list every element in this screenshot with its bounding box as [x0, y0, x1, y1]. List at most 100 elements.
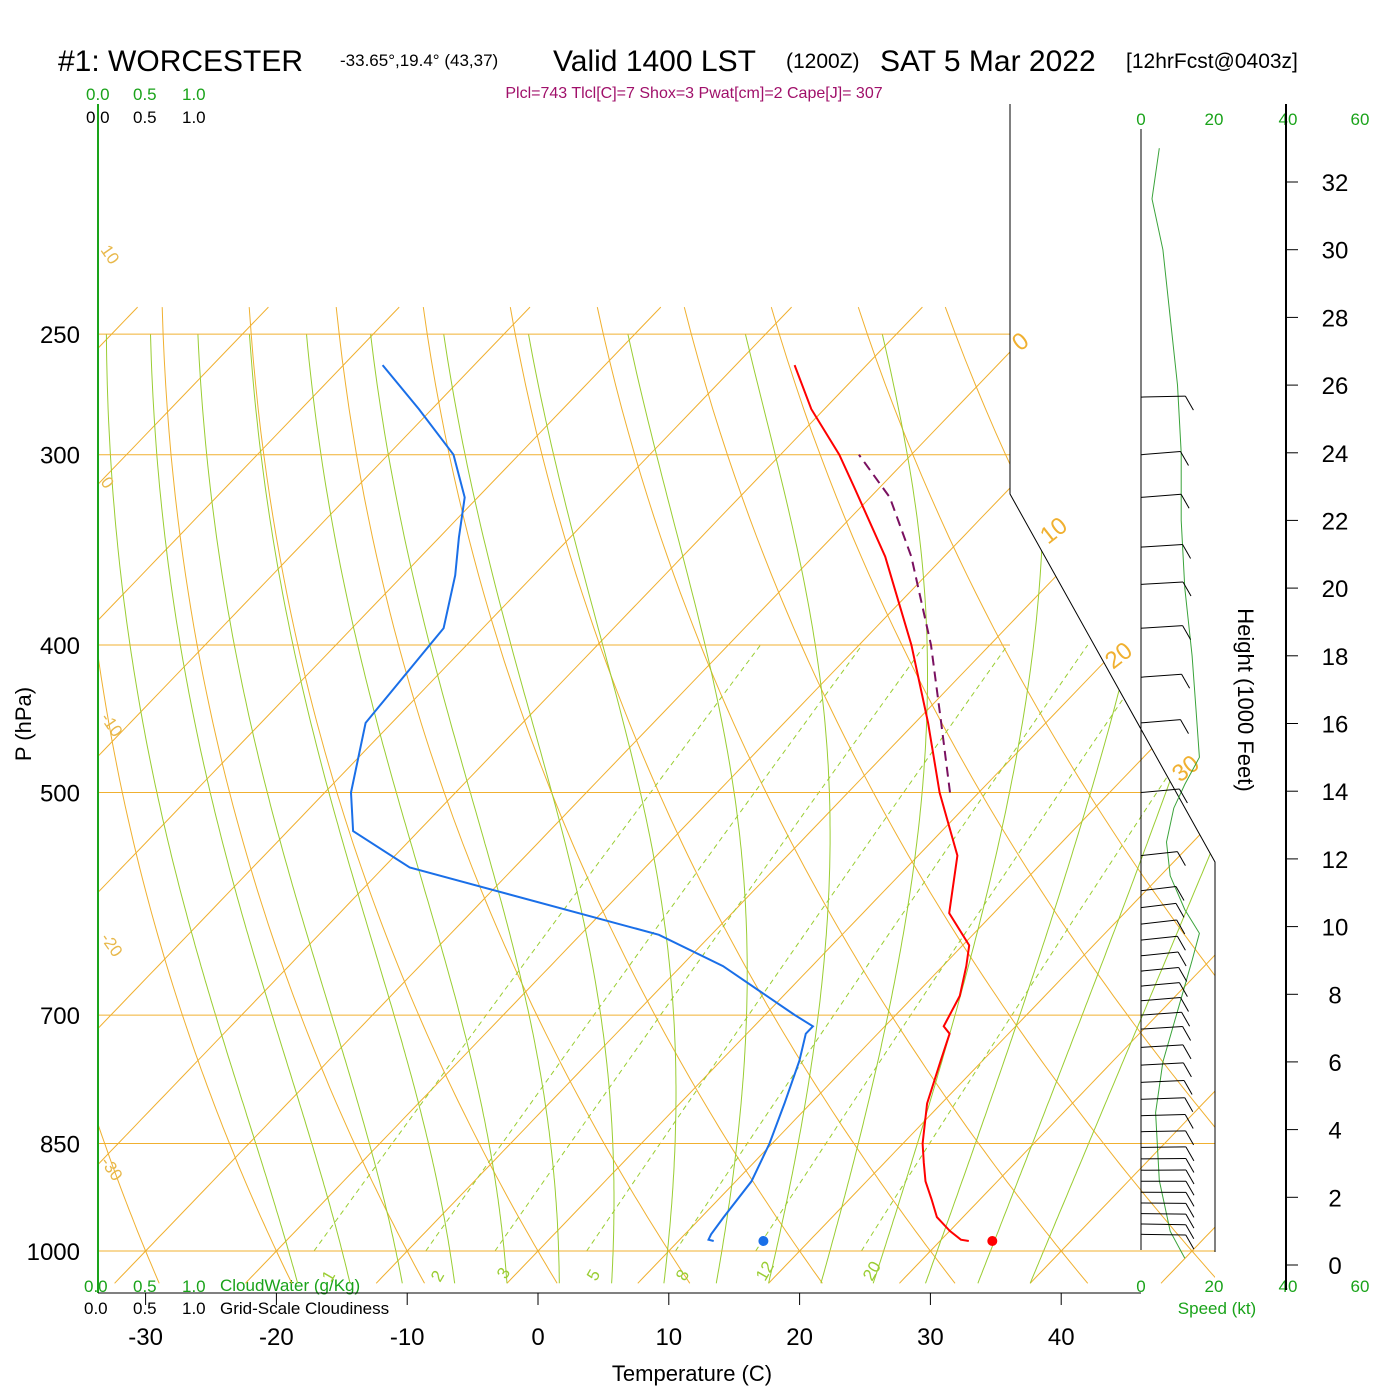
wind-barb-staff [1140, 851, 1178, 857]
x-tick-label: 40 [1048, 1324, 1075, 1351]
wind-barb [1140, 886, 1185, 901]
wind-barb-staff [1140, 1044, 1184, 1048]
dry-adiabat-line [98, 307, 293, 1284]
wind-barb-flag [1175, 903, 1185, 918]
height-tick-label: 4 [1328, 1118, 1341, 1145]
height-tick-label: 12 [1322, 847, 1349, 874]
bottom-scale-green-2: 1.0 [182, 1277, 206, 1296]
dewpoint-profile [349, 364, 815, 1242]
moist-adiabat-line [197, 334, 403, 1284]
moist-adiabat-line [150, 334, 351, 1284]
isotherm-label: -30 [97, 1153, 127, 1184]
wind-barb [1140, 395, 1194, 411]
wind-top-tick-2: 40 [1279, 110, 1298, 129]
isotherm-line [98, 306, 923, 1284]
mixing-ratio-label: 20 [859, 1258, 885, 1284]
wind-barb-staff [1140, 886, 1177, 892]
top-scale-green-0: 0.0 [86, 85, 110, 104]
wind-barb [1140, 788, 1188, 804]
isotherm-line [899, 306, 1215, 1284]
dry-adiabat-line [1205, 306, 1215, 1284]
wind-barb [1140, 1026, 1192, 1041]
wind-bottom-tick-3: 60 [1351, 1277, 1370, 1296]
mixing-ratio-line [425, 644, 863, 1252]
wind-barb [1140, 1213, 1195, 1229]
wind-barb-flag [1185, 1192, 1195, 1207]
wind-barb-staff [1140, 1062, 1184, 1066]
wind-barb-flag [1175, 886, 1185, 901]
wind-barb-flag [1182, 625, 1192, 640]
wind-barb-staff [1140, 451, 1181, 456]
dry-adiabat-line [248, 307, 558, 1284]
moist-adiabat-line [370, 334, 560, 1284]
wind-barb [1140, 1202, 1195, 1218]
wind-barb [1140, 1044, 1192, 1060]
wind-barb [1140, 1114, 1194, 1129]
wind-barb [1140, 1097, 1194, 1112]
wind-barb [1140, 719, 1189, 734]
wind-barb-staff [1140, 673, 1182, 678]
wind-barb-staff [1140, 902, 1177, 909]
wind-barb-staff [1140, 493, 1182, 498]
surface-dewpoint-marker [758, 1236, 769, 1246]
x-axis-label: Temperature (C) [612, 1361, 772, 1386]
isotherm-line [637, 306, 1215, 1284]
wind-barb-flag [1185, 1158, 1195, 1173]
wind-barb-staff [1140, 719, 1181, 724]
pressure-tick-label: 850 [40, 1132, 80, 1159]
isotherm-label: -10 [97, 709, 127, 740]
wind-speed-label: Speed (kt) [1178, 1299, 1256, 1318]
wind-bottom-tick-1: 20 [1205, 1277, 1224, 1296]
wind-barb-staff [1140, 935, 1178, 941]
pressure-tick-label: 700 [40, 1003, 80, 1030]
y-axis-label: P (hPa) [11, 687, 36, 761]
mixing-ratio-line [494, 644, 926, 1252]
moist-adiabat-line [977, 333, 1215, 1284]
surface-temperature-marker [987, 1236, 998, 1246]
wind-top-tick-3: 60 [1351, 110, 1370, 129]
wind-barb [1140, 1080, 1193, 1095]
wind-barb [1140, 673, 1191, 689]
pressure-tick-label: 250 [40, 322, 80, 349]
mixing-ratio-line [755, 644, 1161, 1252]
wind-barb-flag [1185, 1146, 1195, 1162]
moist-adiabat-line [306, 334, 508, 1284]
wind-barb-flag [1178, 967, 1188, 982]
wind-barb-staff [1140, 1114, 1186, 1117]
wind-barb-flag [1176, 919, 1186, 935]
wind-top-tick-0: 0 [1136, 110, 1145, 129]
wind-barb-flag [1185, 1181, 1195, 1196]
temperature-profile [793, 364, 971, 1242]
x-tick-label: -10 [390, 1324, 425, 1351]
wind-barb-staff [1140, 544, 1183, 548]
station-title: #1: WORCESTER [58, 45, 303, 78]
height-tick-label: 22 [1322, 508, 1349, 535]
mixing-ratio-label: 2 [427, 1267, 448, 1285]
wind-barb-flag [1183, 1080, 1193, 1095]
wind-speed-profile [1151, 148, 1200, 1259]
moist-adiabat-line [443, 334, 615, 1284]
top-scale-green-2: 1.0 [182, 85, 206, 104]
cloudwater-label: CloudWater (g/Kg) [220, 1276, 360, 1295]
moist-adiabat-line [872, 334, 1044, 1284]
dry-adiabat-line [857, 306, 1215, 1284]
wind-barb-staff [1140, 1146, 1186, 1148]
wind-barb-flag [1182, 1062, 1192, 1078]
wind-barb-staff [1140, 1026, 1183, 1030]
height-tick-label: 24 [1322, 441, 1349, 468]
wind-barb-flag [1176, 935, 1186, 951]
height-tick-label: 16 [1322, 712, 1349, 739]
wind-barb-staff [1140, 625, 1183, 629]
wind-barb-staff [1140, 997, 1181, 1002]
isotherm-label: 10 [97, 241, 123, 267]
wind-barb [1140, 902, 1185, 918]
plot-right-border [1009, 104, 1216, 1252]
bottom-scale-black-0: 0.0 [84, 1299, 108, 1318]
height-tick-label: 18 [1322, 644, 1349, 671]
wind-barb-staff [1140, 919, 1177, 925]
moist-adiabat-line [528, 334, 677, 1284]
wind-barb-flag [1185, 1203, 1195, 1218]
theta-label: 10 [1035, 512, 1073, 550]
height-tick-label: 8 [1328, 982, 1341, 1009]
height-tick-label: 6 [1328, 1050, 1341, 1077]
